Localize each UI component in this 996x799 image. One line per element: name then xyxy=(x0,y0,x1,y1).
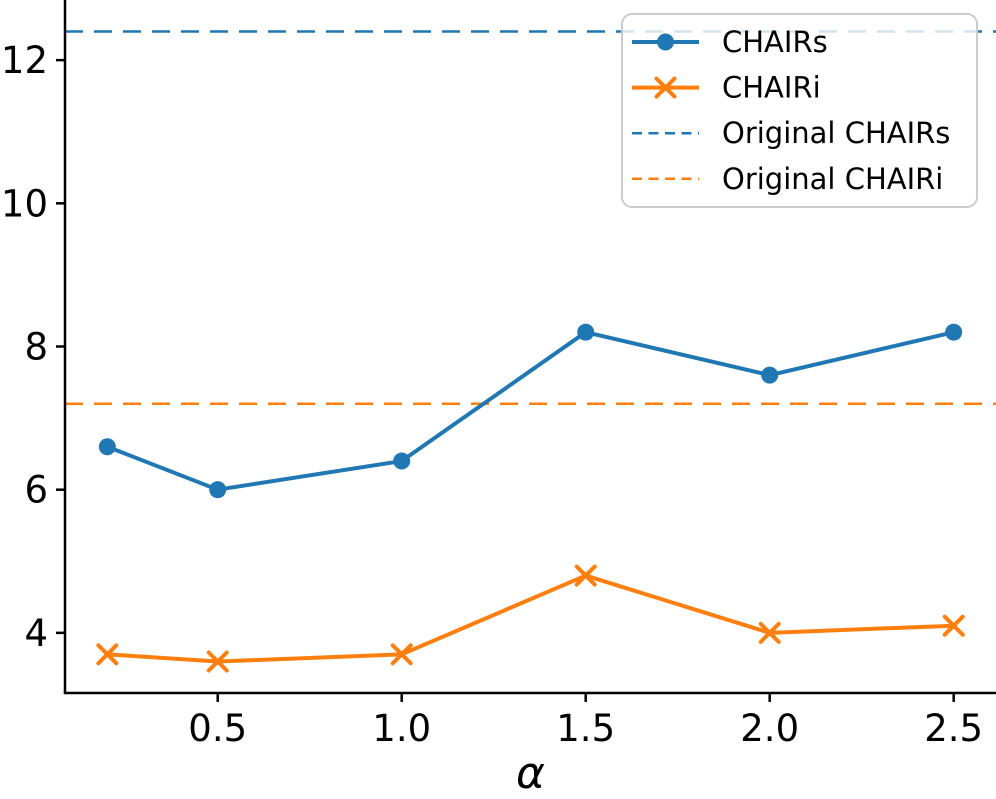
x-marker-stroke xyxy=(942,614,965,637)
x-tick-label: 2.0 xyxy=(740,707,799,750)
x-marker-stroke xyxy=(390,643,413,666)
x-marker-stroke xyxy=(758,621,781,644)
chairi-marker xyxy=(758,621,781,644)
x-marker-stroke xyxy=(206,650,229,673)
chairi-line xyxy=(105,573,956,664)
chairs-marker xyxy=(393,452,411,470)
chairs-series xyxy=(98,323,963,499)
chairs-marker xyxy=(98,438,116,456)
chairi-marker xyxy=(942,614,965,637)
y-tick-label: 12 xyxy=(1,39,48,82)
x-tick-label: 1.0 xyxy=(372,707,431,750)
legend-item-chairi: CHAIRi xyxy=(632,71,821,105)
legend: CHAIRs CHAIRi Original CHAIRs Original CHAI… xyxy=(621,13,978,208)
legend-item-chairs: CHAIRs xyxy=(632,25,828,59)
chairi-marker xyxy=(574,564,597,587)
legend-label: Original CHAIRi xyxy=(722,162,943,196)
legend-box xyxy=(621,13,978,208)
chairs-marker xyxy=(209,481,227,499)
chairi-series xyxy=(96,564,965,673)
x-marker-stroke xyxy=(96,643,119,666)
legend-label: CHAIRs xyxy=(722,25,828,59)
chairi-marker xyxy=(390,643,413,666)
x-tick-label: 1.5 xyxy=(556,707,615,750)
chairs-line xyxy=(105,330,956,492)
y-tick-label: 4 xyxy=(24,612,48,655)
y-tick-label: 8 xyxy=(24,326,48,369)
chairi-marker xyxy=(206,650,229,673)
y-tick-label: 6 xyxy=(24,469,48,512)
chairs-marker xyxy=(761,366,779,384)
chairs-marker xyxy=(577,323,595,341)
x-marker-stroke xyxy=(654,76,677,99)
chairi-marker xyxy=(96,643,119,666)
legend-item-original-chairs: Original CHAIRs xyxy=(632,116,950,150)
chairs-marker xyxy=(945,323,963,341)
legend-item-original-chairi: Original CHAIRi xyxy=(632,162,943,196)
x-tick-label: 2.5 xyxy=(924,707,983,750)
legend-label: CHAIRi xyxy=(722,71,821,105)
legend-sample-x-marker xyxy=(654,76,677,99)
x-axis-label: α xyxy=(516,748,545,799)
legend-label: Original CHAIRs xyxy=(722,116,950,150)
x-marker-stroke xyxy=(574,564,597,587)
y-tick-label: 10 xyxy=(1,182,48,225)
x-tick-label: 0.5 xyxy=(188,707,247,750)
legend-sample-circle-marker xyxy=(657,33,674,51)
